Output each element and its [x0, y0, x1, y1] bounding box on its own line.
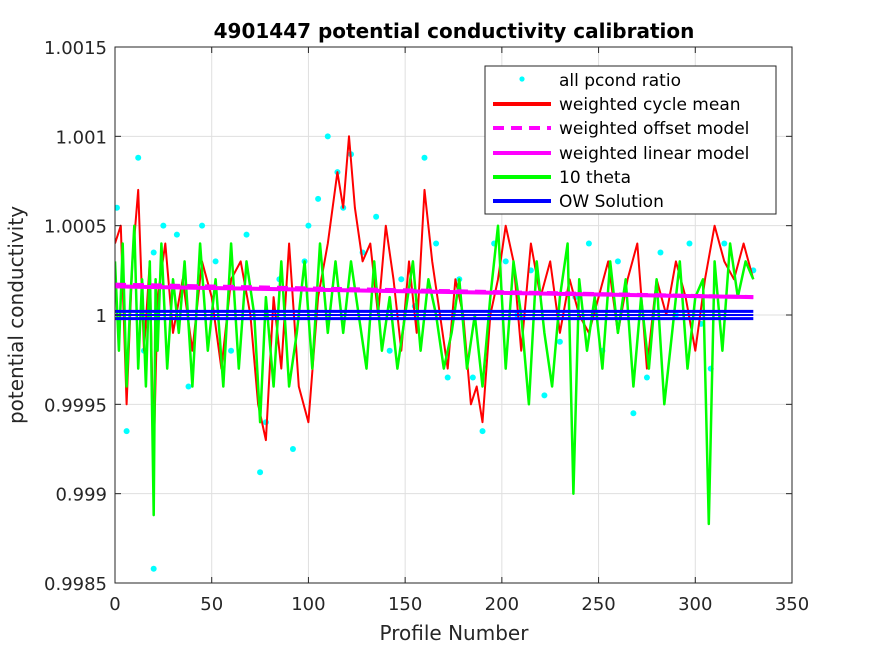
x-tick-label: 250 — [581, 594, 615, 615]
data-point-all-pcond-ratio — [541, 392, 548, 399]
data-point-all-pcond-ratio — [305, 222, 312, 229]
series-weighted-linear-model — [115, 284, 754, 300]
y-axis-label: potential conductivity — [4, 206, 28, 424]
data-point-all-pcond-ratio — [228, 347, 235, 354]
data-point-all-pcond-ratio — [185, 383, 192, 390]
data-point-all-pcond-ratio — [433, 240, 440, 247]
data-point-all-pcond-ratio — [160, 222, 167, 229]
legend-marker-all-pcond-ratio — [519, 76, 525, 82]
x-tick-label: 100 — [291, 594, 325, 615]
y-tick-label: 1 — [96, 306, 107, 327]
axis-ticks — [114, 46, 793, 584]
x-tick-label: 50 — [200, 594, 223, 615]
data-point-all-pcond-ratio — [243, 231, 250, 238]
legend-box — [484, 65, 777, 215]
data-point-all-pcond-ratio — [150, 565, 157, 572]
data-point-all-pcond-ratio — [643, 374, 650, 381]
data-point-all-pcond-ratio — [479, 428, 486, 435]
data-point-all-pcond-ratio — [199, 222, 206, 229]
chart-title: 4901447 potential conductivity calibrati… — [214, 19, 695, 43]
line-weighted-cycle-mean — [115, 135, 755, 459]
x-axis-label: Profile Number — [380, 621, 530, 645]
x-tick-label: 0 — [109, 594, 120, 615]
legend-label-ow-solution: OW Solution — [559, 192, 664, 212]
x-tick-labels: 0 50 100 150 200 250 300 350 — [109, 594, 809, 615]
legend-label-weighted-offset-model: weighted offset model — [559, 119, 749, 139]
data-point-all-pcond-ratio — [373, 213, 380, 220]
y-tick-label: 0.9995 — [44, 395, 107, 416]
data-point-all-pcond-ratio — [212, 258, 219, 265]
data-point-all-pcond-ratio — [421, 154, 428, 161]
data-point-all-pcond-ratio — [150, 249, 157, 256]
y-tick-label: 1.001 — [55, 127, 107, 148]
data-point-all-pcond-ratio — [444, 374, 451, 381]
legend: all pcond ratio weighted cycle mean weig… — [484, 65, 777, 215]
data-point-all-pcond-ratio — [115, 204, 120, 211]
legend-label-10-theta: 10 theta — [559, 168, 631, 188]
data-point-all-pcond-ratio — [315, 195, 322, 202]
data-point-all-pcond-ratio — [398, 276, 405, 283]
x-tick-label: 150 — [388, 594, 422, 615]
data-point-all-pcond-ratio — [324, 133, 331, 140]
y-tick-label: 0.9985 — [44, 574, 107, 595]
data-point-all-pcond-ratio — [123, 428, 130, 435]
data-point-all-pcond-ratio — [469, 374, 476, 381]
x-tick-label: 350 — [775, 594, 809, 615]
data-point-all-pcond-ratio — [657, 249, 664, 256]
legend-label-weighted-cycle-mean: weighted cycle mean — [559, 95, 741, 115]
data-point-all-pcond-ratio — [686, 240, 693, 247]
data-point-all-pcond-ratio — [614, 258, 621, 265]
data-point-all-pcond-ratio — [135, 154, 142, 161]
series-weighted-cycle-mean — [115, 135, 755, 459]
y-tick-label: 1.0005 — [44, 217, 107, 238]
line-weighted-linear-model — [115, 284, 754, 300]
data-point-all-pcond-ratio — [289, 446, 296, 452]
data-point-all-pcond-ratio — [386, 347, 393, 354]
data-point-all-pcond-ratio — [502, 258, 509, 265]
data-point-all-pcond-ratio — [257, 469, 264, 476]
data-point-all-pcond-ratio — [556, 338, 563, 345]
data-point-all-pcond-ratio — [585, 240, 592, 247]
legend-label-all-pcond-ratio: all pcond ratio — [559, 71, 681, 91]
x-tick-label: 300 — [678, 594, 712, 615]
series-ow-solution — [115, 309, 754, 321]
data-point-all-pcond-ratio — [173, 231, 180, 238]
y-tick-label: 0.999 — [55, 485, 107, 506]
data-point-all-pcond-ratio — [630, 410, 637, 417]
y-tick-label: 1.0015 — [44, 38, 107, 59]
series-layer — [115, 133, 757, 572]
legend-label-weighted-linear-model: weighted linear model — [559, 144, 749, 164]
data-point-all-pcond-ratio — [721, 240, 728, 247]
x-tick-label: 200 — [485, 594, 519, 615]
y-tick-labels: 0.9985 0.999 0.9995 1 1.0005 1.001 1.0015 — [44, 38, 107, 595]
